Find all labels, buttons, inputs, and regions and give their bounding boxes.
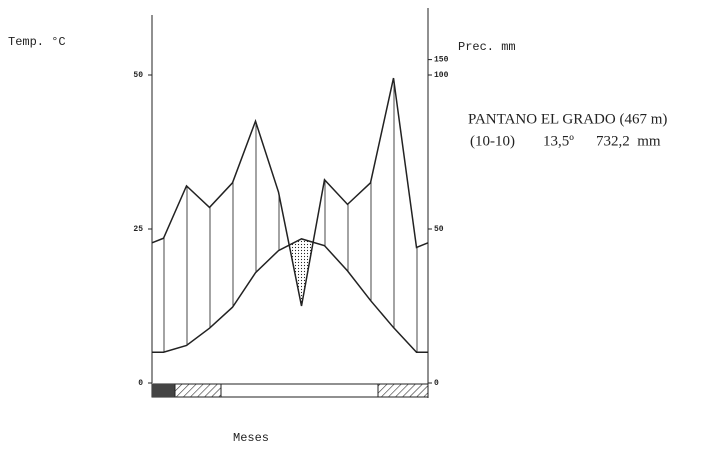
y2-axis-label: Prec. mm [458,40,516,54]
frost-bar [151,383,429,398]
y2-tick-label: 100 [434,71,449,80]
probable-frost [377,383,429,398]
temperature-line [152,238,428,353]
precipitation-line [151,77,429,307]
station: PANTANO EL GRADO (467 m) [468,111,667,127]
x-axis-label: Meses [233,431,269,445]
sure-frost [152,384,175,397]
y2-tick-label: 150 [434,56,449,65]
y-tick-label: 50 [133,71,143,80]
y-tick-label: 25 [133,225,143,234]
probable-frost [174,383,222,398]
period: (10-10) [470,133,515,149]
y-tick-label: 0 [138,379,143,388]
humid-area [152,78,428,353]
y-axis-label: Temp. °C [8,35,66,49]
y2-tick-label: 0 [434,379,439,388]
annual-precipitation: 732,2 mm [596,133,661,149]
y2-tick-label: 50 [434,225,444,234]
mean-temperature: 13,5º [543,133,574,149]
